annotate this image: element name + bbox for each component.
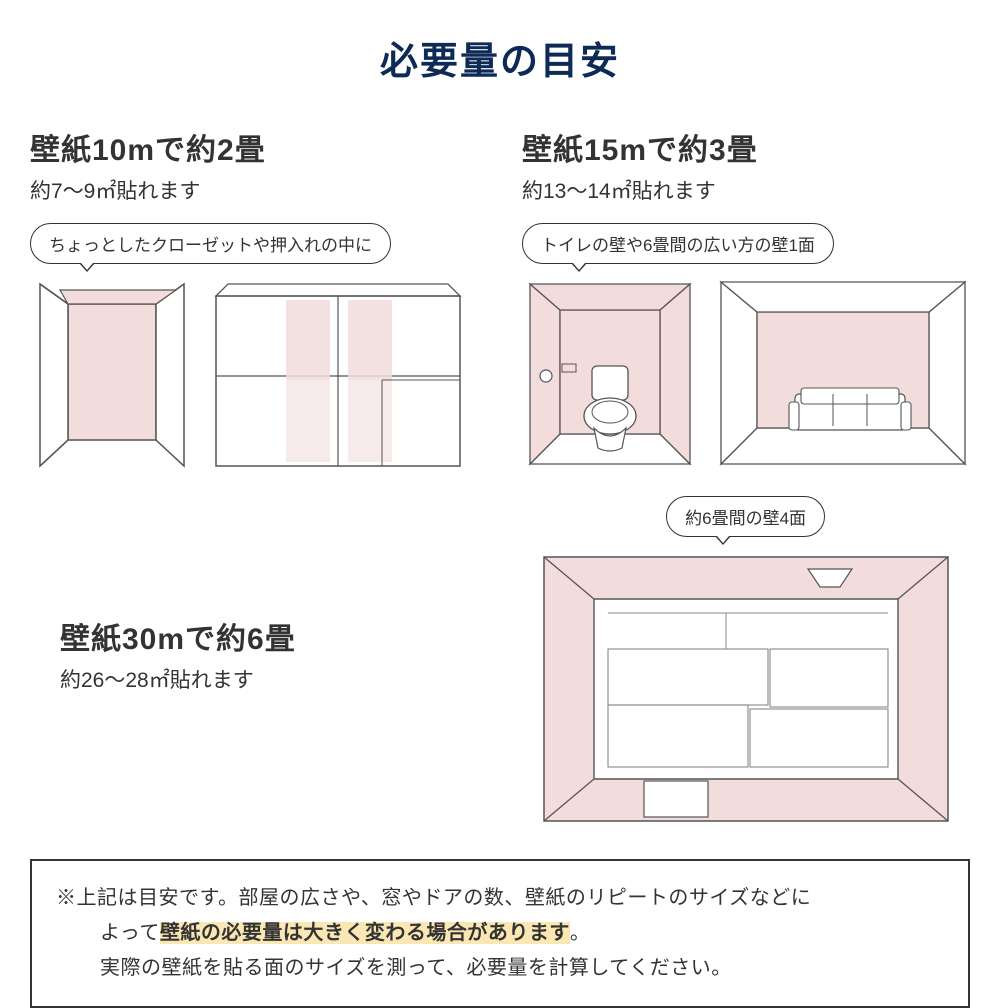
room-4walls-illustration [536, 549, 956, 829]
section-30m: 壁紙30mで約6畳 約26〜28㎡貼れます 約6畳間の壁4面 [30, 496, 970, 829]
note-line3: 実際の壁紙を貼る面のサイズを測って、必要量を計算してください。 [56, 951, 944, 986]
top-row: 壁紙10mで約2畳 約7〜9㎡貼れます ちょっとしたクローゼットや押入れの中に [30, 125, 970, 476]
section-30m-title: 壁紙30mで約6畳 [60, 614, 481, 658]
section-10m-illustrations [30, 276, 472, 476]
note-line3-text: 実際の壁紙を貼る面のサイズを測って、必要量を計算してください。 [100, 957, 732, 979]
room-onewall-illustration [715, 276, 970, 476]
note-line2-c: 。 [570, 922, 591, 944]
section-15m: 壁紙15mで約3畳 約13〜14㎡貼れます トイレの壁や6畳間の広い方の壁1面 [522, 125, 970, 476]
section-10m-sub: 約7〜9㎡貼れます [30, 175, 472, 205]
toilet-illustration [522, 276, 697, 476]
oshiire-illustration [208, 276, 468, 476]
note-line1: ※上記は目安です。部屋の広さや、窓やドアの数、壁紙のリピートのサイズなどに [56, 881, 944, 916]
closet-illustration [30, 276, 190, 476]
section-15m-pill: トイレの壁や6畳間の広い方の壁1面 [522, 223, 834, 264]
note-line2: よって壁紙の必要量は大きく変わる場合があります。 [56, 916, 944, 951]
section-15m-sub: 約13〜14㎡貼れます [522, 175, 970, 205]
note-line2-highlight: 壁紙の必要量は大きく変わる場合があります [160, 922, 570, 944]
section-30m-pill: 約6畳間の壁4面 [666, 496, 825, 537]
note-box: ※上記は目安です。部屋の広さや、窓やドアの数、壁紙のリピートのサイズなどに よっ… [30, 859, 970, 1008]
note-line2-a: よって [100, 922, 160, 944]
section-10m-pill: ちょっとしたクローゼットや押入れの中に [30, 223, 391, 264]
section-10m-title: 壁紙10mで約2畳 [30, 125, 472, 169]
section-10m: 壁紙10mで約2畳 約7〜9㎡貼れます ちょっとしたクローゼットや押入れの中に [30, 125, 472, 476]
section-15m-title: 壁紙15mで約3畳 [522, 125, 970, 169]
section-30m-sub: 約26〜28㎡貼れます [60, 664, 481, 694]
section-15m-illustrations [522, 276, 970, 476]
main-title: 必要量の目安 [30, 30, 970, 85]
